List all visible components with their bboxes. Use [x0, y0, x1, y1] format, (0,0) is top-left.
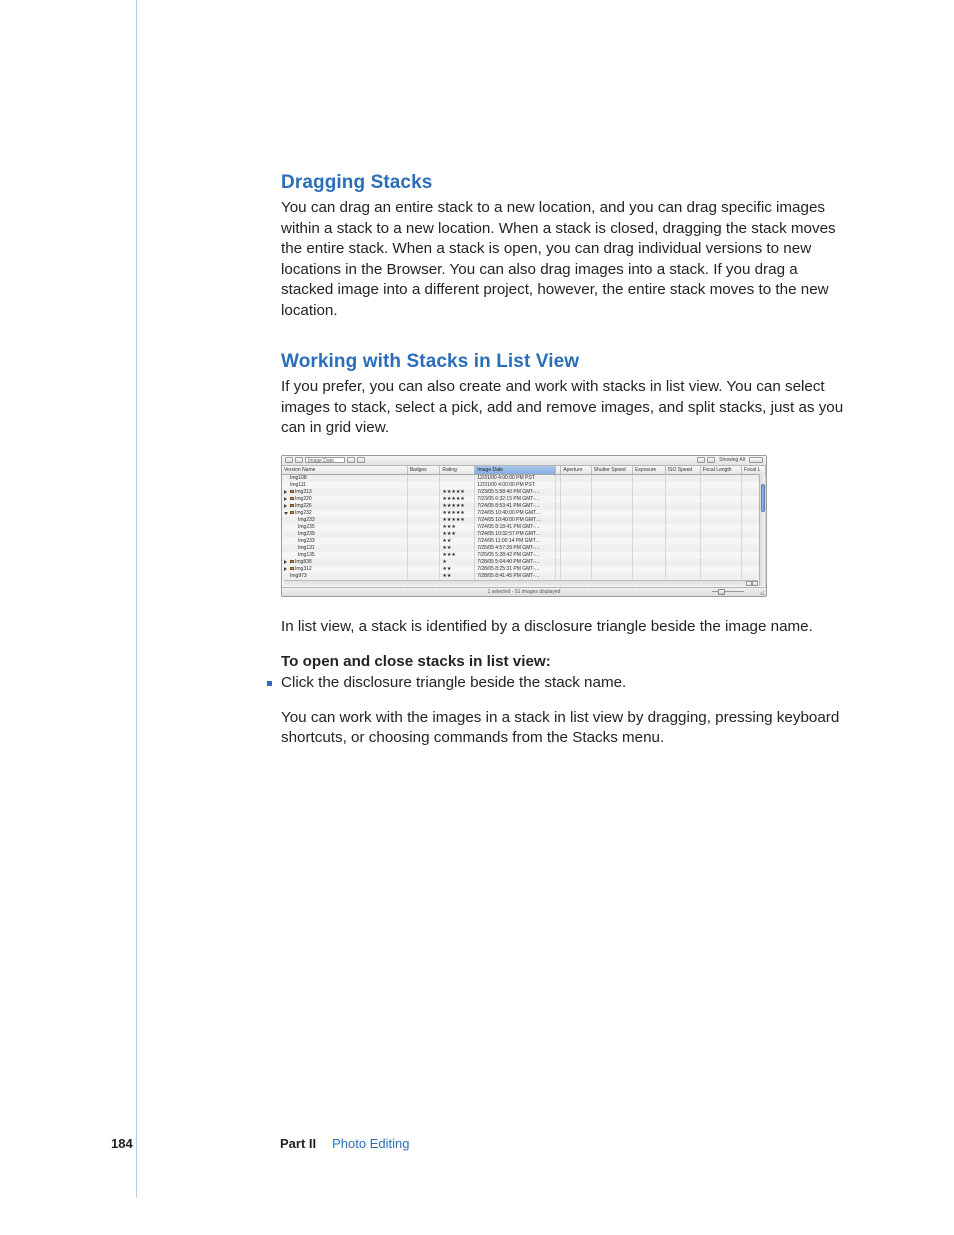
fig-table-row: Img312★★7/28/05 8:25:31 PM GMT-…	[282, 566, 766, 573]
disclosure-triangle-icon	[284, 497, 287, 501]
fig-filter-menu	[749, 457, 763, 463]
fig-sort-order-button	[347, 457, 355, 463]
fig-view-button	[285, 457, 293, 463]
stack-icon	[290, 497, 294, 500]
margin-rule	[136, 0, 137, 1198]
stack-icon	[290, 567, 294, 570]
fig-table-row: Img10812/31/00 4:00:00 PM PST	[282, 474, 766, 482]
body-list-view-closing: You can work with the images in a stack …	[281, 708, 845, 749]
footer-chapter: Photo Editing	[332, 1136, 409, 1151]
list-view-screenshot: Image Date Showing All Version NameBadge…	[281, 455, 767, 597]
fig-column-header: Image Date	[475, 466, 556, 475]
fig-filter-label: Showing All	[717, 457, 747, 463]
fig-table-row: Img220★★★★★7/23/05 6:32:15 PM GMT-…	[282, 496, 766, 503]
fig-table-row: Img131★★7/25/05 4:57:39 PM GMT-…	[282, 545, 766, 552]
fig-table-row: Img213★★★★★7/23/05 5:58:40 PM GMT-…	[282, 489, 766, 496]
fig-column-header: Rating	[440, 466, 475, 475]
fig-table-row: Img135★★★7/25/05 5:28:42 PM GMT-…	[282, 552, 766, 559]
heading-dragging-stacks: Dragging Stacks	[281, 172, 845, 194]
fig-table-row: Img973★★7/28/05 8:41:45 PM GMT-…	[282, 573, 766, 580]
fig-table-row: Img235★★★7/24/05 8:18:41 PM GMT-…	[282, 524, 766, 531]
fig-resize-handle	[758, 589, 764, 595]
body-dragging-stacks: You can drag an entire stack to a new lo…	[281, 198, 845, 321]
footer-part: Part II	[280, 1136, 316, 1151]
heading-list-view: Working with Stacks in List View	[281, 351, 845, 373]
disclosure-triangle-icon	[284, 567, 287, 571]
fig-status-text: 1 selected - 51 images displayed	[488, 589, 561, 595]
page-footer: 184 Part II Photo Editing	[111, 1136, 851, 1151]
fig-table-row: Img233★★★★★7/24/05 10:40:00 PM GMT…	[282, 517, 766, 524]
bullet-open-close: Click the disclosure triangle beside the…	[267, 673, 845, 694]
fig-column-header: ISO Speed	[665, 466, 700, 475]
fig-column-header: Badges	[407, 466, 440, 475]
disclosure-triangle-icon	[284, 512, 288, 515]
body-list-view-caption: In list view, a stack is identified by a…	[281, 617, 845, 638]
fig-column-header: Shutter Speed	[591, 466, 632, 475]
fig-table-row: Img838★7/28/05 5:04:40 PM GMT-…	[282, 559, 766, 566]
fig-column-header: Focal Length	[700, 466, 741, 475]
fig-table-row: Img11112/31/00 4:00:00 PM PST	[282, 482, 766, 489]
fig-view-button	[295, 457, 303, 463]
stack-icon	[290, 560, 294, 563]
subhead-open-close: To open and close stacks in list view:	[281, 653, 845, 670]
fig-table-row: Img233★★7/24/05 11:00:14 PM GMT…	[282, 538, 766, 545]
stack-icon	[290, 504, 294, 507]
disclosure-triangle-icon	[284, 490, 287, 494]
page-content: Dragging Stacks You can drag an entire s…	[281, 172, 845, 765]
fig-table: Version NameBadgesRatingImage Date Apertu…	[282, 466, 766, 587]
fig-table-row: Img226★★★★★7/24/05 8:53:41 PM GMT-…	[282, 503, 766, 510]
disclosure-triangle-icon	[284, 560, 287, 564]
bullet-icon	[267, 681, 272, 686]
fig-thumb-slider	[712, 590, 744, 594]
bullet-text: Click the disclosure triangle beside the…	[281, 673, 626, 694]
fig-table-row: Img239★★★7/24/05 10:32:57 PM GMT…	[282, 531, 766, 538]
fig-status-bar: 1 selected - 51 images displayed	[282, 587, 766, 596]
fig-scrollbar-vertical	[759, 474, 765, 586]
fig-filter-button	[697, 457, 705, 463]
page-number: 184	[111, 1136, 150, 1151]
stack-icon	[290, 490, 294, 493]
disclosure-triangle-icon	[284, 504, 287, 508]
fig-table-row: Img232★★★★★7/24/05 10:40:00 PM GMT…	[282, 510, 766, 517]
fig-column-header: Exposure	[633, 466, 666, 475]
fig-toolbar: Image Date Showing All	[282, 456, 766, 466]
fig-column-header: Aperture	[561, 466, 591, 475]
fig-scrollbar-horizontal	[284, 580, 758, 586]
stack-icon	[290, 511, 294, 514]
fig-filter-button	[707, 457, 715, 463]
fig-sort-select: Image Date	[305, 457, 345, 463]
fig-column-header: Version Name	[282, 466, 407, 475]
fig-sort-order-button	[357, 457, 365, 463]
body-list-view-intro: If you prefer, you can also create and w…	[281, 377, 845, 439]
